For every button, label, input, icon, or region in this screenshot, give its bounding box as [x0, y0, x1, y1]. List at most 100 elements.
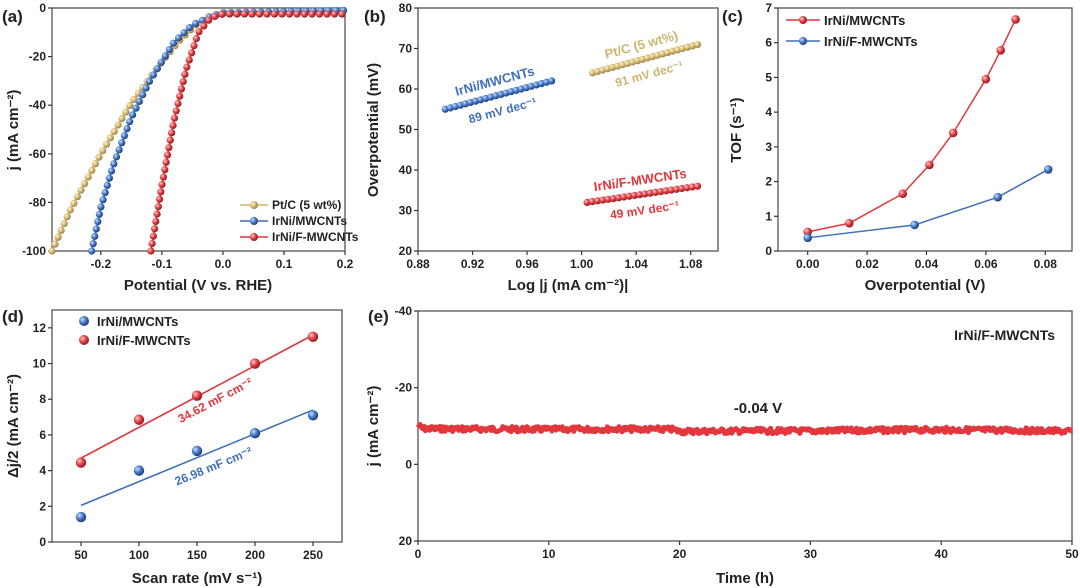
data-point	[1011, 15, 1020, 24]
data-point	[91, 232, 99, 240]
data-point	[161, 52, 169, 60]
x-tick-label: 1.04	[625, 257, 649, 271]
data-point	[95, 210, 103, 218]
data-point	[315, 10, 324, 18]
data-point	[112, 153, 121, 161]
data-point	[338, 10, 346, 18]
y-tick-label: 20	[399, 244, 413, 258]
panel-c: 0.00 0.02 0.04 0.06 0.08 0 1 2 3 4 5 6 7 (c) Overpoten…	[722, 1, 1073, 294]
data-point	[191, 445, 203, 457]
data-point	[293, 10, 301, 18]
plot-frame	[777, 7, 1073, 252]
data-point	[91, 160, 99, 168]
data-point	[153, 210, 161, 218]
x-tick-label: 0.06	[974, 257, 998, 271]
data-point	[683, 184, 691, 192]
data-point	[170, 114, 179, 122]
data-point	[174, 34, 183, 42]
x-tick-label: 20	[673, 547, 687, 561]
y-tick-label: 0	[39, 535, 46, 549]
legend-label: IrNi/F-MWCNTs	[824, 34, 918, 49]
data-point	[188, 49, 196, 57]
data-point	[106, 134, 114, 142]
y-tick-label: 50	[399, 123, 413, 137]
data-point	[662, 187, 670, 195]
legend-label: IrNi/MWCNTs	[824, 13, 905, 28]
data-point	[910, 220, 919, 230]
plot-frame	[417, 7, 719, 252]
y-axis-label: Δj/2 (mA cm⁻²)	[5, 374, 22, 478]
x-tick-label: 0.88	[406, 257, 430, 271]
data-point	[133, 414, 145, 425]
data-point	[205, 16, 213, 24]
data-point	[240, 10, 249, 18]
data-point	[149, 232, 157, 240]
x-axis-label: Log |j (mA cm⁻²)|	[508, 277, 629, 294]
data-point	[330, 10, 339, 18]
legend-label: IrNi/F-MWCNTs	[272, 230, 359, 244]
data-point	[81, 179, 89, 188]
data-point	[75, 511, 87, 523]
x-tick-label: 0.02	[855, 257, 879, 271]
series-line	[807, 168, 1049, 239]
legend-label: Pt/C (5 wt%)	[272, 198, 341, 212]
data-point	[323, 10, 331, 18]
data-point	[308, 10, 316, 18]
plot-frame	[51, 309, 343, 543]
data-point	[94, 218, 102, 226]
data-point	[130, 95, 138, 104]
y-tick-label: 0	[405, 457, 412, 471]
data-point	[89, 240, 97, 248]
y-tick-label: -40	[395, 304, 413, 318]
x-tick-label: 1.00	[570, 257, 594, 271]
data-point	[70, 199, 78, 207]
data-point	[95, 153, 103, 161]
data-point	[139, 91, 147, 99]
x-tick-label: 50	[1065, 547, 1079, 561]
data-point	[163, 151, 172, 159]
data-point	[122, 108, 130, 116]
x-tick-label: -0.2	[90, 257, 111, 271]
data-point	[179, 78, 187, 86]
data-point	[651, 188, 660, 196]
data-point	[114, 121, 122, 129]
data-point	[672, 185, 681, 193]
data-point	[63, 213, 71, 221]
y-tick-label: 0	[39, 1, 46, 15]
y-tick-label: 80	[399, 1, 413, 15]
legend-marker	[79, 335, 89, 345]
data-point	[249, 427, 261, 439]
data-point	[107, 167, 116, 175]
data-point	[155, 195, 164, 203]
data-point	[48, 247, 56, 255]
sample-label: IrNi/F-MWCNTs	[954, 327, 1055, 343]
data-point	[588, 198, 596, 206]
legend-marker	[79, 316, 89, 326]
y-tick-label: 2	[765, 175, 772, 189]
y-axis-label: j (mA cm⁻²)	[365, 386, 382, 468]
data-point	[620, 193, 628, 201]
panel-a: -0.2 -0.1 0.0 0.1 0.2 -100 -80 -60 -40 -20 0 (a) Pot…	[2, 1, 359, 294]
data-point	[88, 247, 96, 255]
x-tick-label: -0.1	[152, 257, 173, 271]
panel-label: (d)	[2, 307, 24, 326]
data-point	[225, 10, 234, 18]
data-point	[145, 77, 154, 85]
data-point	[185, 56, 193, 64]
x-axis-label: Time (h)	[716, 570, 774, 587]
data-point	[129, 111, 137, 119]
data-point	[604, 195, 612, 203]
y-tick-label: 12	[33, 321, 47, 335]
data-point	[270, 10, 279, 18]
y-tick-label: 70	[399, 42, 413, 56]
data-point	[693, 182, 702, 190]
data-point	[126, 102, 134, 110]
data-point	[101, 188, 109, 197]
data-point	[115, 146, 123, 154]
data-point	[142, 84, 150, 92]
data-point	[646, 189, 654, 197]
data-point	[307, 331, 319, 342]
y-tick-label: 8	[39, 392, 46, 406]
legend-label: IrNi/F-MWCNTs	[97, 333, 191, 348]
